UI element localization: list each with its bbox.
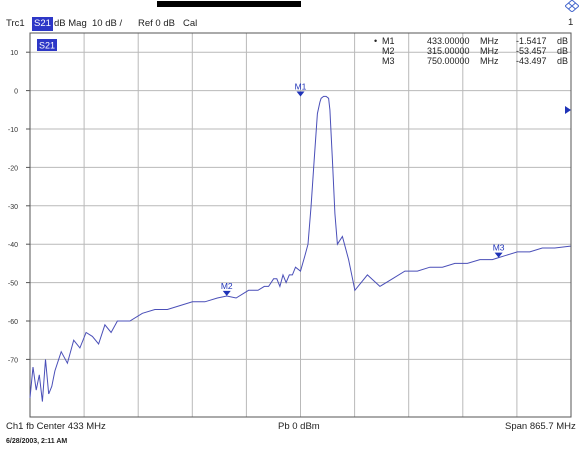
page-number: 1 xyxy=(568,17,574,28)
marker-m1-label[interactable]: M1 xyxy=(295,82,307,92)
param-label[interactable]: S21 xyxy=(32,17,53,31)
marker-table-vunit: dB xyxy=(557,46,569,56)
y-tick-label: -70 xyxy=(8,357,18,364)
y-tick-label: 10 xyxy=(10,50,18,57)
marker-m3-label[interactable]: M3 xyxy=(493,243,505,253)
y-tick-label: -50 xyxy=(8,281,18,288)
plot-frame xyxy=(29,32,572,418)
y-tick-label: -10 xyxy=(8,127,18,134)
marker-table-funit: MHz xyxy=(480,46,499,56)
format-label[interactable]: dB Mag xyxy=(54,18,87,29)
y-tick-label: 0 xyxy=(14,89,18,96)
trace-label: Trc1 xyxy=(6,18,25,29)
marker-table-freq: 315.00000 xyxy=(427,46,470,56)
marker-m2-icon[interactable] xyxy=(222,290,231,296)
marker-table-name: M1 xyxy=(382,36,395,46)
y-tick-label: -40 xyxy=(8,242,18,249)
cal-label[interactable]: Cal xyxy=(183,18,198,29)
marker-table-name: M2 xyxy=(382,46,395,56)
marker-table-funit: MHz xyxy=(480,56,499,66)
marker-table-value: -53.457 xyxy=(516,46,547,56)
trace-tag[interactable]: S21 xyxy=(39,41,55,51)
marker-m2-label[interactable]: M2 xyxy=(221,281,233,291)
marker-table-value: -1.5417 xyxy=(516,36,547,46)
reference-level-triangle-icon xyxy=(565,106,571,114)
marker-table-vunit: dB xyxy=(557,56,569,66)
marker-table-name: M3 xyxy=(382,56,395,66)
footer-power[interactable]: Pb 0 dBm xyxy=(278,421,320,432)
marker-m3-icon[interactable] xyxy=(494,252,503,258)
y-tick-label: -30 xyxy=(8,204,18,211)
title-bar-strip xyxy=(157,1,301,7)
chart-grid xyxy=(30,33,571,417)
marker-layer: M1 M2 M3 xyxy=(221,82,505,296)
y-tick-label: -60 xyxy=(8,319,18,326)
marker-table-freq: 750.00000 xyxy=(427,56,470,66)
marker-table-freq: 433.00000 xyxy=(427,36,470,46)
y-tick-label: -20 xyxy=(8,165,18,172)
y-axis: 10 0 -10 -20 -30 -40 -50 -60 -70 xyxy=(8,50,30,364)
scale-label[interactable]: 10 dB / xyxy=(92,18,123,29)
ref-label[interactable]: Ref 0 dB xyxy=(138,18,175,29)
marker-m1-icon[interactable] xyxy=(296,91,305,97)
marker-table-value: -43.497 xyxy=(516,56,547,66)
timestamp: 6/28/2003, 2:11 AM xyxy=(6,438,68,445)
footer-span[interactable]: Span 865.7 MHz xyxy=(505,421,576,432)
marker-table-funit: MHz xyxy=(480,36,499,46)
trace-tag-bg xyxy=(37,39,57,51)
marker-table-vunit: dB xyxy=(557,36,569,46)
trace-line xyxy=(29,95,571,402)
trace-header: Trc1 S21 dB Mag 10 dB / Ref 0 dB Cal xyxy=(6,17,581,31)
marker-table-bullet: • xyxy=(374,36,378,46)
diamond-grid-icon[interactable] xyxy=(565,0,579,12)
footer-center[interactable]: Ch1 fb Center 433 MHz xyxy=(6,421,106,432)
